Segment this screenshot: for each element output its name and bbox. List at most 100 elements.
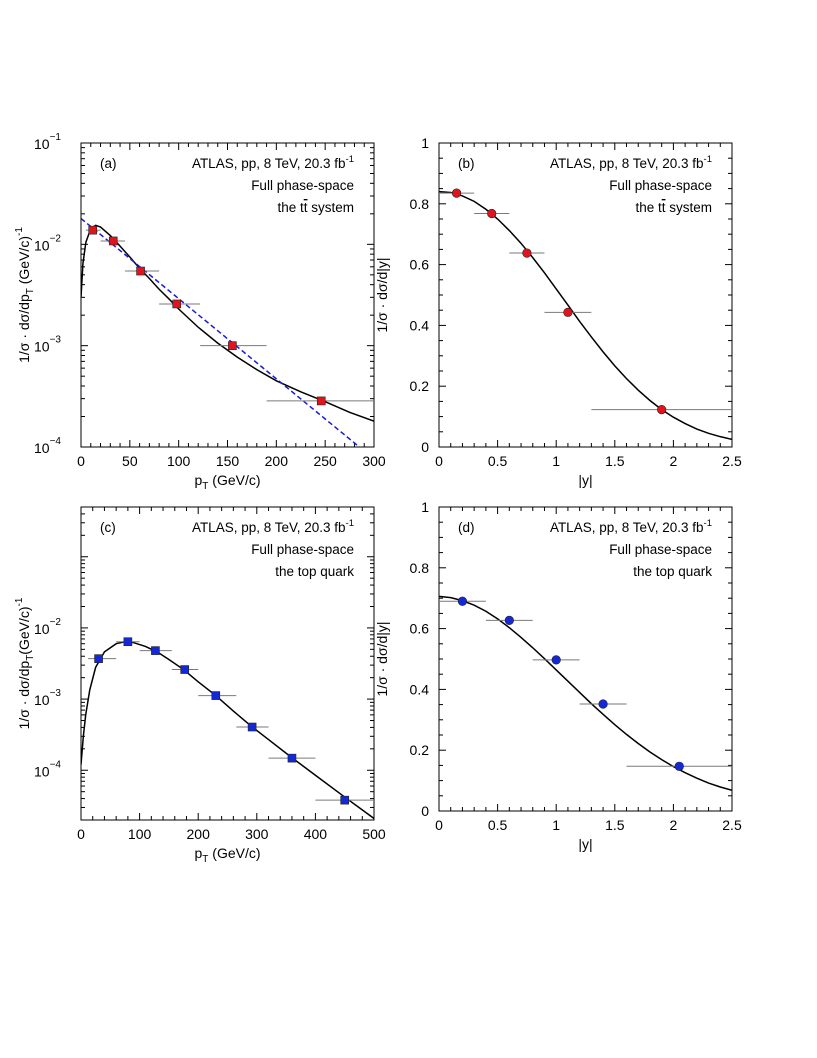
x-axis-label-main: |y| <box>578 472 592 488</box>
panel-tag: (c) <box>100 520 116 535</box>
y-tick-label: 0.8 <box>410 560 430 576</box>
x-axis-label: |y| <box>578 836 592 852</box>
y-tick-label: 10−1 <box>34 132 61 152</box>
data-point <box>551 655 561 665</box>
y-axis-label-main: 1/σ · dσ/d|y| <box>374 621 390 696</box>
y-tick-base: 10 <box>34 237 50 253</box>
x-tick-label: 0 <box>77 453 85 469</box>
annotation-system-rest: system <box>307 200 354 215</box>
data-point <box>123 637 133 647</box>
annotation-system-t: the t <box>635 200 662 215</box>
data-point <box>522 248 532 258</box>
annotation-phase-space: Full phase-space <box>609 178 712 193</box>
data-point <box>657 405 667 415</box>
data-point <box>151 646 160 655</box>
chart-panel-d: 0 0.5 1 1.5 2 2.5 0 0.2 0.4 0.6 0.8 1 |y| 1/σ · dσ/d|… <box>374 499 742 852</box>
y-tick-exponent: −1 <box>50 132 62 143</box>
annotation-system-tbar: t <box>662 200 666 215</box>
y-tick-label: 1 <box>421 135 429 151</box>
annotation-phase-space: Full phase-space <box>609 542 712 557</box>
x-tick-label: 1.5 <box>605 817 625 833</box>
data-point <box>487 208 497 219</box>
data-point <box>94 654 103 663</box>
y-tick-label: 10−3 <box>34 335 61 355</box>
x-tick-label: 250 <box>313 453 337 469</box>
y-tick-base: 10 <box>34 136 50 152</box>
annotation-system: the top quark <box>633 564 712 579</box>
x-axis-label: pT (GeV/c) <box>194 845 260 865</box>
annotation-experiment: ATLAS, pp, 8 TeV, 20.3 fb-1 <box>550 518 712 535</box>
annotation-experiment: ATLAS, pp, 8 TeV, 20.3 fb-1 <box>550 154 712 171</box>
x-axis-label-subscript: T <box>202 854 208 865</box>
fit-curve-dashed <box>81 217 360 447</box>
y-axis-label: 1/σ · dσ/dpT (GeV/c)-1 <box>14 227 36 363</box>
annotation-lumi-exponent: -1 <box>704 518 712 529</box>
y-tick-base: 10 <box>34 763 50 779</box>
annotation-experiment-text: ATLAS, pp, 8 TeV, 20.3 fb <box>550 520 704 535</box>
y-tick-label: 0.4 <box>410 317 430 333</box>
x-axis-label-units: (GeV/c) <box>208 472 260 488</box>
y-tick-label: 10−4 <box>34 759 61 779</box>
y-axis-label-superscript: -1 <box>14 227 25 236</box>
y-axis-label-main: 1/σ · dσ/dp <box>16 661 32 730</box>
y-axis-label-main: 1/σ · dσ/d|y| <box>374 257 390 332</box>
y-tick-exponent: −4 <box>50 436 62 447</box>
y-tick-exponent: −2 <box>50 617 62 628</box>
annotation-experiment-text: ATLAS, pp, 8 TeV, 20.3 fb <box>192 520 346 535</box>
x-tick-label: 0 <box>77 826 85 842</box>
y-tick-label: 10−2 <box>34 617 61 637</box>
data-point <box>228 341 237 350</box>
x-tick-label: 0 <box>435 817 443 833</box>
x-tick-label: 1.5 <box>605 453 625 469</box>
x-tick-label: 1 <box>552 453 560 469</box>
panel-tag: (b) <box>458 156 475 171</box>
data-point <box>598 699 608 709</box>
annotation-lumi-exponent: -1 <box>346 154 354 165</box>
data-point <box>316 396 326 406</box>
x-axis-label: |y| <box>578 472 592 488</box>
data-point <box>247 722 257 732</box>
x-axis-label-units: (GeV/c) <box>208 845 260 861</box>
y-tick-label: 0 <box>421 439 429 455</box>
curves-group <box>81 640 374 820</box>
data-point <box>211 691 221 700</box>
y-tick-label: 0.8 <box>410 196 430 212</box>
y-axis-label-units: (GeV/c) <box>16 606 32 654</box>
y-tick-label: 0.4 <box>410 681 430 697</box>
data-point <box>136 266 145 276</box>
annotation-system-text: the top quark <box>275 564 354 579</box>
annotation-system: the tt system <box>635 200 712 215</box>
y-tick-exponent: −4 <box>50 759 62 770</box>
x-tick-label: 2.5 <box>722 817 742 833</box>
x-tick-label: 300 <box>362 453 386 469</box>
y-axis-label-subscript: T <box>25 655 36 661</box>
annotation-system-t: the t <box>277 200 304 215</box>
panel-tag: (a) <box>100 156 117 171</box>
y-tick-exponent: −3 <box>50 335 62 346</box>
annotation-phase-space: Full phase-space <box>251 178 354 193</box>
data-point <box>451 188 462 198</box>
x-axis-label: pT (GeV/c) <box>194 472 260 492</box>
x-axis-label-subscript: T <box>202 481 208 492</box>
y-tick-label: 1 <box>421 499 429 515</box>
x-axis-label-main: p <box>194 472 202 488</box>
x-tick-label: 2.5 <box>722 453 742 469</box>
annotation-experiment: ATLAS, pp, 8 TeV, 20.3 fb-1 <box>192 518 354 535</box>
y-tick-base: 10 <box>34 339 50 355</box>
annotation-experiment-text: ATLAS, pp, 8 TeV, 20.3 fb <box>192 156 346 171</box>
y-tick-label: 0.2 <box>410 742 430 758</box>
curves-group <box>439 595 732 792</box>
x-tick-label: 50 <box>122 453 138 469</box>
data-point <box>88 225 98 235</box>
y-tick-label: 0.2 <box>410 378 430 394</box>
data-point <box>108 236 118 246</box>
x-tick-label: 150 <box>216 453 240 469</box>
data-point <box>180 665 190 674</box>
y-axis-label-main: 1/σ · dσ/dp <box>16 294 32 363</box>
y-tick-label: 10−3 <box>34 688 61 708</box>
data-point <box>674 761 684 771</box>
y-axis-label-subscript: T <box>25 288 36 294</box>
